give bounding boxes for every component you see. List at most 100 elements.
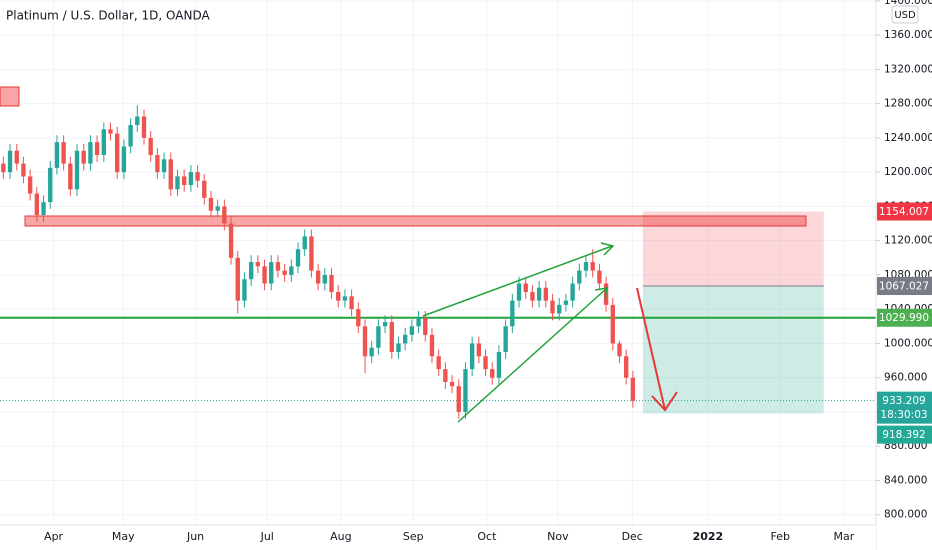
candle-body [617, 343, 622, 357]
candle-body [409, 326, 415, 335]
candle-body [175, 176, 180, 190]
candle-body [61, 142, 66, 164]
candle-body [141, 116, 147, 138]
price-label: 933.209 [882, 395, 925, 407]
candle-body [282, 270, 287, 275]
currency-badge[interactable] [891, 5, 919, 24]
candle-body [376, 326, 381, 348]
candle-body [463, 369, 468, 412]
candle-body [483, 356, 488, 370]
y-tick-label: 1320.000 [884, 63, 932, 75]
time-axis [0, 525, 876, 550]
candle-body [516, 283, 522, 301]
candle-body [181, 176, 187, 185]
x-tick-label: Mar [833, 530, 854, 543]
candle-body [41, 202, 46, 215]
price-label: 918.392 [882, 429, 925, 441]
y-tick-label: 1200.000 [884, 166, 932, 178]
y-tick-label: 1400.000 [884, 0, 932, 7]
candle-body [188, 172, 194, 185]
candle-body [48, 167, 53, 203]
candle-body [135, 116, 140, 126]
x-tick-label: Sep [403, 530, 424, 543]
candle-body [403, 334, 408, 344]
price-label-box [877, 308, 932, 327]
candle-body [429, 334, 435, 357]
x-tick-label: Jul [260, 530, 274, 543]
candles [1, 105, 636, 419]
countdown: 18:30:03 [880, 409, 927, 421]
candle-body [121, 146, 127, 173]
price-label: 1154.007 [879, 206, 929, 218]
candle-body [74, 150, 80, 190]
risk-zone [642, 211, 824, 287]
candle-body [356, 309, 361, 327]
candle-body [503, 326, 508, 352]
x-tick-label: Apr [44, 530, 64, 543]
candle-body [115, 133, 120, 173]
candle-body [309, 236, 314, 271]
candle-body [315, 270, 321, 284]
wedge-upper [422, 245, 613, 317]
x-tick-label: Aug [330, 530, 351, 543]
axes: 800.000840.000880.000920.000960.0001000.… [44, 0, 932, 543]
x-tick-label: 2022 [693, 530, 724, 543]
candle-body [128, 125, 133, 147]
y-tick-label: 1240.000 [884, 132, 932, 144]
drawings [422, 242, 678, 423]
candle-body [476, 343, 482, 357]
candle-body [577, 270, 582, 284]
grid [0, 0, 876, 525]
x-tick-label: Dec [622, 530, 643, 543]
arrow-head [594, 287, 608, 300]
y-tick-label: 960.000 [884, 372, 927, 384]
candle-body [255, 262, 261, 267]
candle-body [88, 142, 93, 164]
candle-body [108, 129, 113, 134]
candle-body [630, 377, 636, 401]
x-tick-label: Nov [547, 530, 569, 543]
price-axis [876, 0, 932, 550]
x-tick-label: Oct [477, 530, 497, 543]
candle-body [536, 287, 542, 301]
price-label-box [877, 202, 932, 221]
candle-body [101, 129, 106, 156]
drawn-box [0, 86, 20, 107]
candle-body [242, 279, 247, 301]
chart-title: Platinum / U.S. Dollar, 1D, OANDA [6, 9, 210, 23]
candle-body [510, 300, 515, 327]
arrow-head [600, 242, 615, 256]
candle-body [369, 347, 374, 357]
candle-body [469, 343, 475, 370]
candle-body [416, 317, 421, 327]
x-tick-label: Feb [770, 530, 789, 543]
candle-body [7, 150, 13, 173]
x-tick-label: May [112, 530, 135, 543]
candle-body [208, 197, 214, 211]
y-tick-label: 840.000 [884, 474, 927, 486]
candle-body [289, 266, 294, 275]
candle-body [362, 326, 368, 357]
drawings-back [0, 86, 876, 414]
candle-body [275, 262, 281, 271]
candle-body [34, 193, 40, 215]
candle-body [94, 142, 100, 156]
candle-body [168, 159, 173, 190]
candle-body [456, 386, 461, 412]
currency: USD [894, 10, 916, 21]
candle-body [295, 249, 301, 267]
price-label-box [877, 277, 932, 296]
candle-body [202, 180, 207, 198]
candle-body [329, 274, 334, 293]
candle-body [583, 262, 589, 271]
candle-body [322, 274, 327, 284]
candle-body [302, 236, 307, 250]
candle-body [550, 300, 555, 314]
candle-body [610, 304, 615, 344]
candle-body [543, 287, 549, 301]
candle-body [436, 356, 441, 370]
forecast-arrow [636, 287, 666, 411]
candle-body [423, 317, 428, 335]
candle-body [1, 163, 6, 173]
